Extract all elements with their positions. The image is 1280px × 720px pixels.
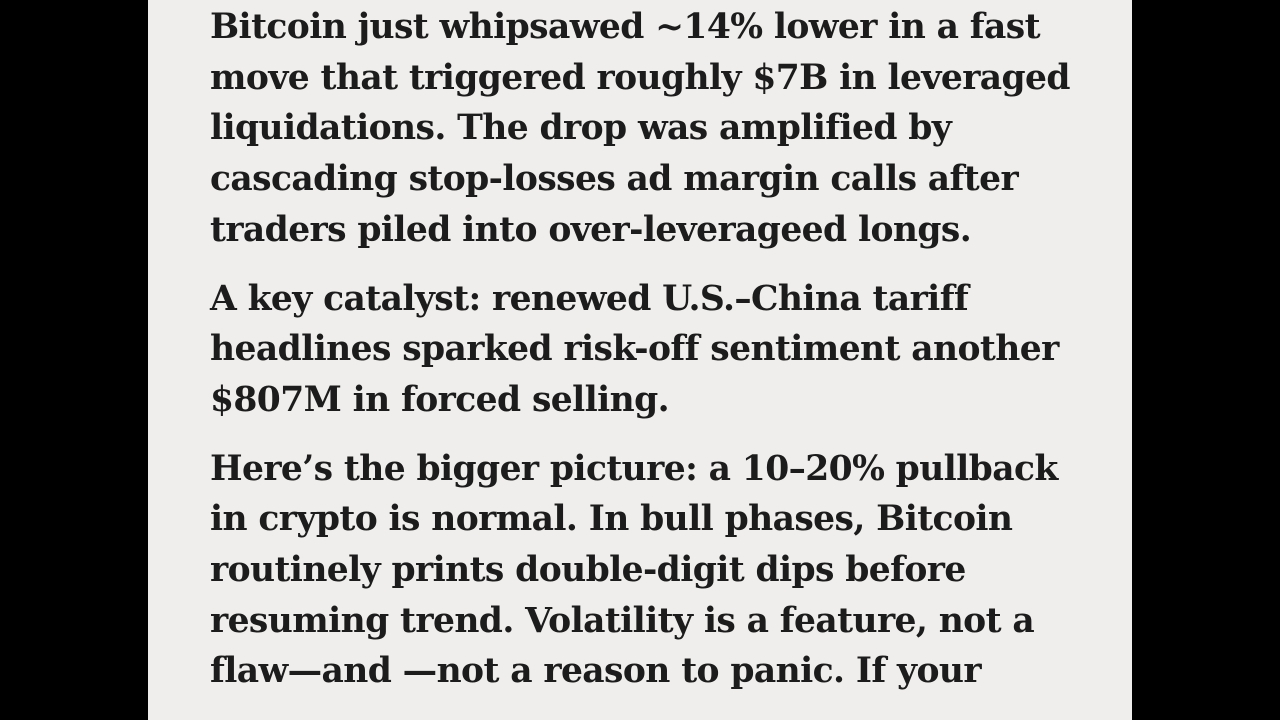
- text-line: $807M in forced selling.: [210, 379, 670, 420]
- text-line: traders piled into over-leverageed longs…: [210, 209, 972, 250]
- text-line: resuming trend. Volatility is a feature,…: [210, 600, 1035, 641]
- text-line: A key catalyst: renewed U.S.–China tarif…: [210, 278, 969, 319]
- article-page: Bitcoin just whipsawed ~14% lower in a f…: [148, 0, 1132, 720]
- text-line: move that triggered roughly $7B in lever…: [210, 57, 1071, 98]
- text-line: Here’s the bigger picture: a 10–20% pull…: [210, 448, 1058, 489]
- text-line: flaw—and —not a reason to panic. If your: [210, 651, 982, 692]
- paragraph-liquidations: Bitcoin just whipsawed ~14% lower in a f…: [210, 2, 1110, 256]
- text-line: routinely prints double-digit dips befor…: [210, 550, 966, 591]
- text-line: headlines sparked risk-off sentiment ano…: [210, 329, 1059, 370]
- paragraph-catalyst: A key catalyst: renewed U.S.–China tarif…: [210, 274, 1110, 426]
- text-line: cascading stop-losses ad margin calls af…: [210, 159, 1019, 200]
- article-body: Bitcoin just whipsawed ~14% lower in a f…: [210, 2, 1110, 697]
- text-line: liquidations. The drop was amplified by: [210, 108, 952, 149]
- text-line: Bitcoin just whipsawed ~14% lower in a f…: [210, 7, 1041, 47]
- paragraph-bigger-picture: Here’s the bigger picture: a 10–20% pull…: [210, 444, 1110, 698]
- text-line: in crypto is normal. In bull phases, Bit…: [210, 499, 1013, 540]
